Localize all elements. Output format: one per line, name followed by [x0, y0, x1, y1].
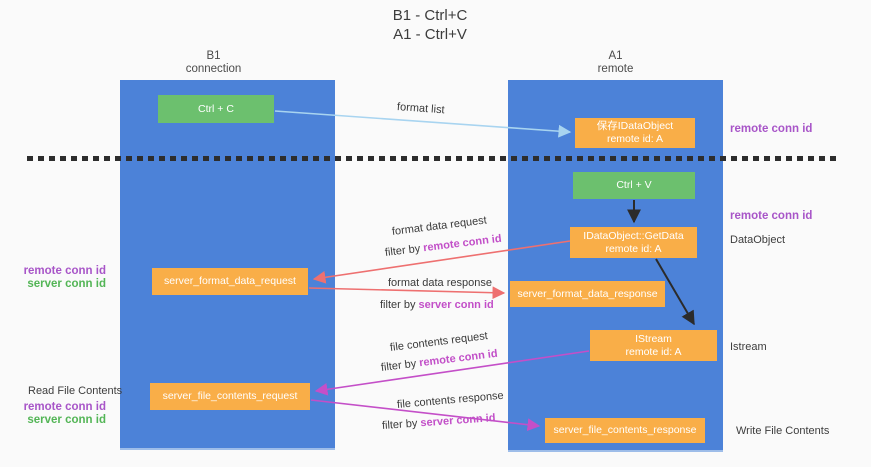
server-file-contents-response-node: server_file_contents_response [545, 418, 705, 443]
title-line-2: A1 - Ctrl+V [393, 26, 467, 43]
remote-conn-id-label-left2: remote conn id [23, 401, 106, 413]
dataobject-label: DataObject [730, 234, 786, 246]
filter-by-text: filter by [384, 242, 421, 259]
format-list-label: format list [396, 101, 445, 117]
phase-separator-dashed-line [27, 156, 838, 161]
istream-line2: remote id: A [625, 345, 682, 358]
remote-conn-id-label-left1: remote conn id [23, 265, 106, 277]
left-column-name: B1 [206, 50, 221, 62]
remote-conn-id-label-mid-right: remote conn id [730, 210, 813, 222]
server-conn-id-filter-text: server conn id [418, 299, 494, 311]
file-contents-response-label: file contents response [396, 389, 505, 411]
filter-by-text: filter by [380, 357, 417, 374]
format-data-response-filter-label: filter by server conn id [380, 299, 494, 311]
server-format-data-response-node: server_format_data_response [510, 281, 665, 307]
save-idataobject-line1: 保存IDataObject [596, 120, 674, 132]
server-conn-id-label-left2: server conn id [27, 414, 106, 426]
left-column-subtitle: connection [185, 63, 242, 75]
filter-by-text: filter by [380, 299, 416, 311]
remote-conn-id-label-top-right: remote conn id [730, 123, 813, 135]
save-idataobject-line2: remote id: A [606, 133, 663, 145]
istream-node: IStream remote id: A [590, 330, 717, 361]
server-conn-id-label-left1: server conn id [27, 278, 106, 290]
getdata-line1: IDataObject::GetData [583, 229, 684, 242]
diagram-title: B1 - Ctrl+C A1 - Ctrl+V [330, 6, 530, 44]
right-column-name: A1 [608, 50, 623, 62]
read-file-contents-label: Read File Contents [28, 385, 123, 397]
write-file-contents-label: Write File Contents [736, 425, 830, 437]
save-idataobject-node: 保存IDataObject remote id: A [575, 118, 695, 148]
left-conn-id-labels-format: remote conn id server conn id [18, 265, 106, 291]
right-column-subtitle: remote [597, 63, 634, 75]
filter-by-text: filter by [381, 417, 418, 432]
istream-line1: IStream [635, 332, 672, 345]
file-contents-response-filter-label: filter by server conn id [382, 412, 496, 432]
format-data-response-label: format data response [388, 277, 492, 289]
left-conn-id-labels-file: remote conn id server conn id [18, 401, 106, 427]
server-format-data-request-node: server_format_data_request [152, 268, 308, 295]
server-conn-id-filter-text: server conn id [420, 412, 496, 430]
title-line-1: B1 - Ctrl+C [392, 7, 468, 24]
istream-label: Istream [730, 341, 767, 353]
format-data-request-label: format data request [391, 214, 488, 238]
remote-conn-id-filter-text: remote conn id [422, 232, 503, 255]
server-file-contents-request-node: server_file_contents_request [150, 383, 310, 410]
remote-conn-id-filter-text: remote conn id [418, 347, 499, 370]
getdata-line2: remote id: A [605, 242, 662, 255]
right-column-header: A1 remote [508, 50, 723, 76]
getdata-node: IDataObject::GetData remote id: A [570, 227, 697, 258]
left-column-header: B1 connection [106, 50, 321, 76]
ctrl-c-node: Ctrl + C [158, 95, 274, 123]
ctrl-v-node: Ctrl + V [573, 172, 695, 199]
